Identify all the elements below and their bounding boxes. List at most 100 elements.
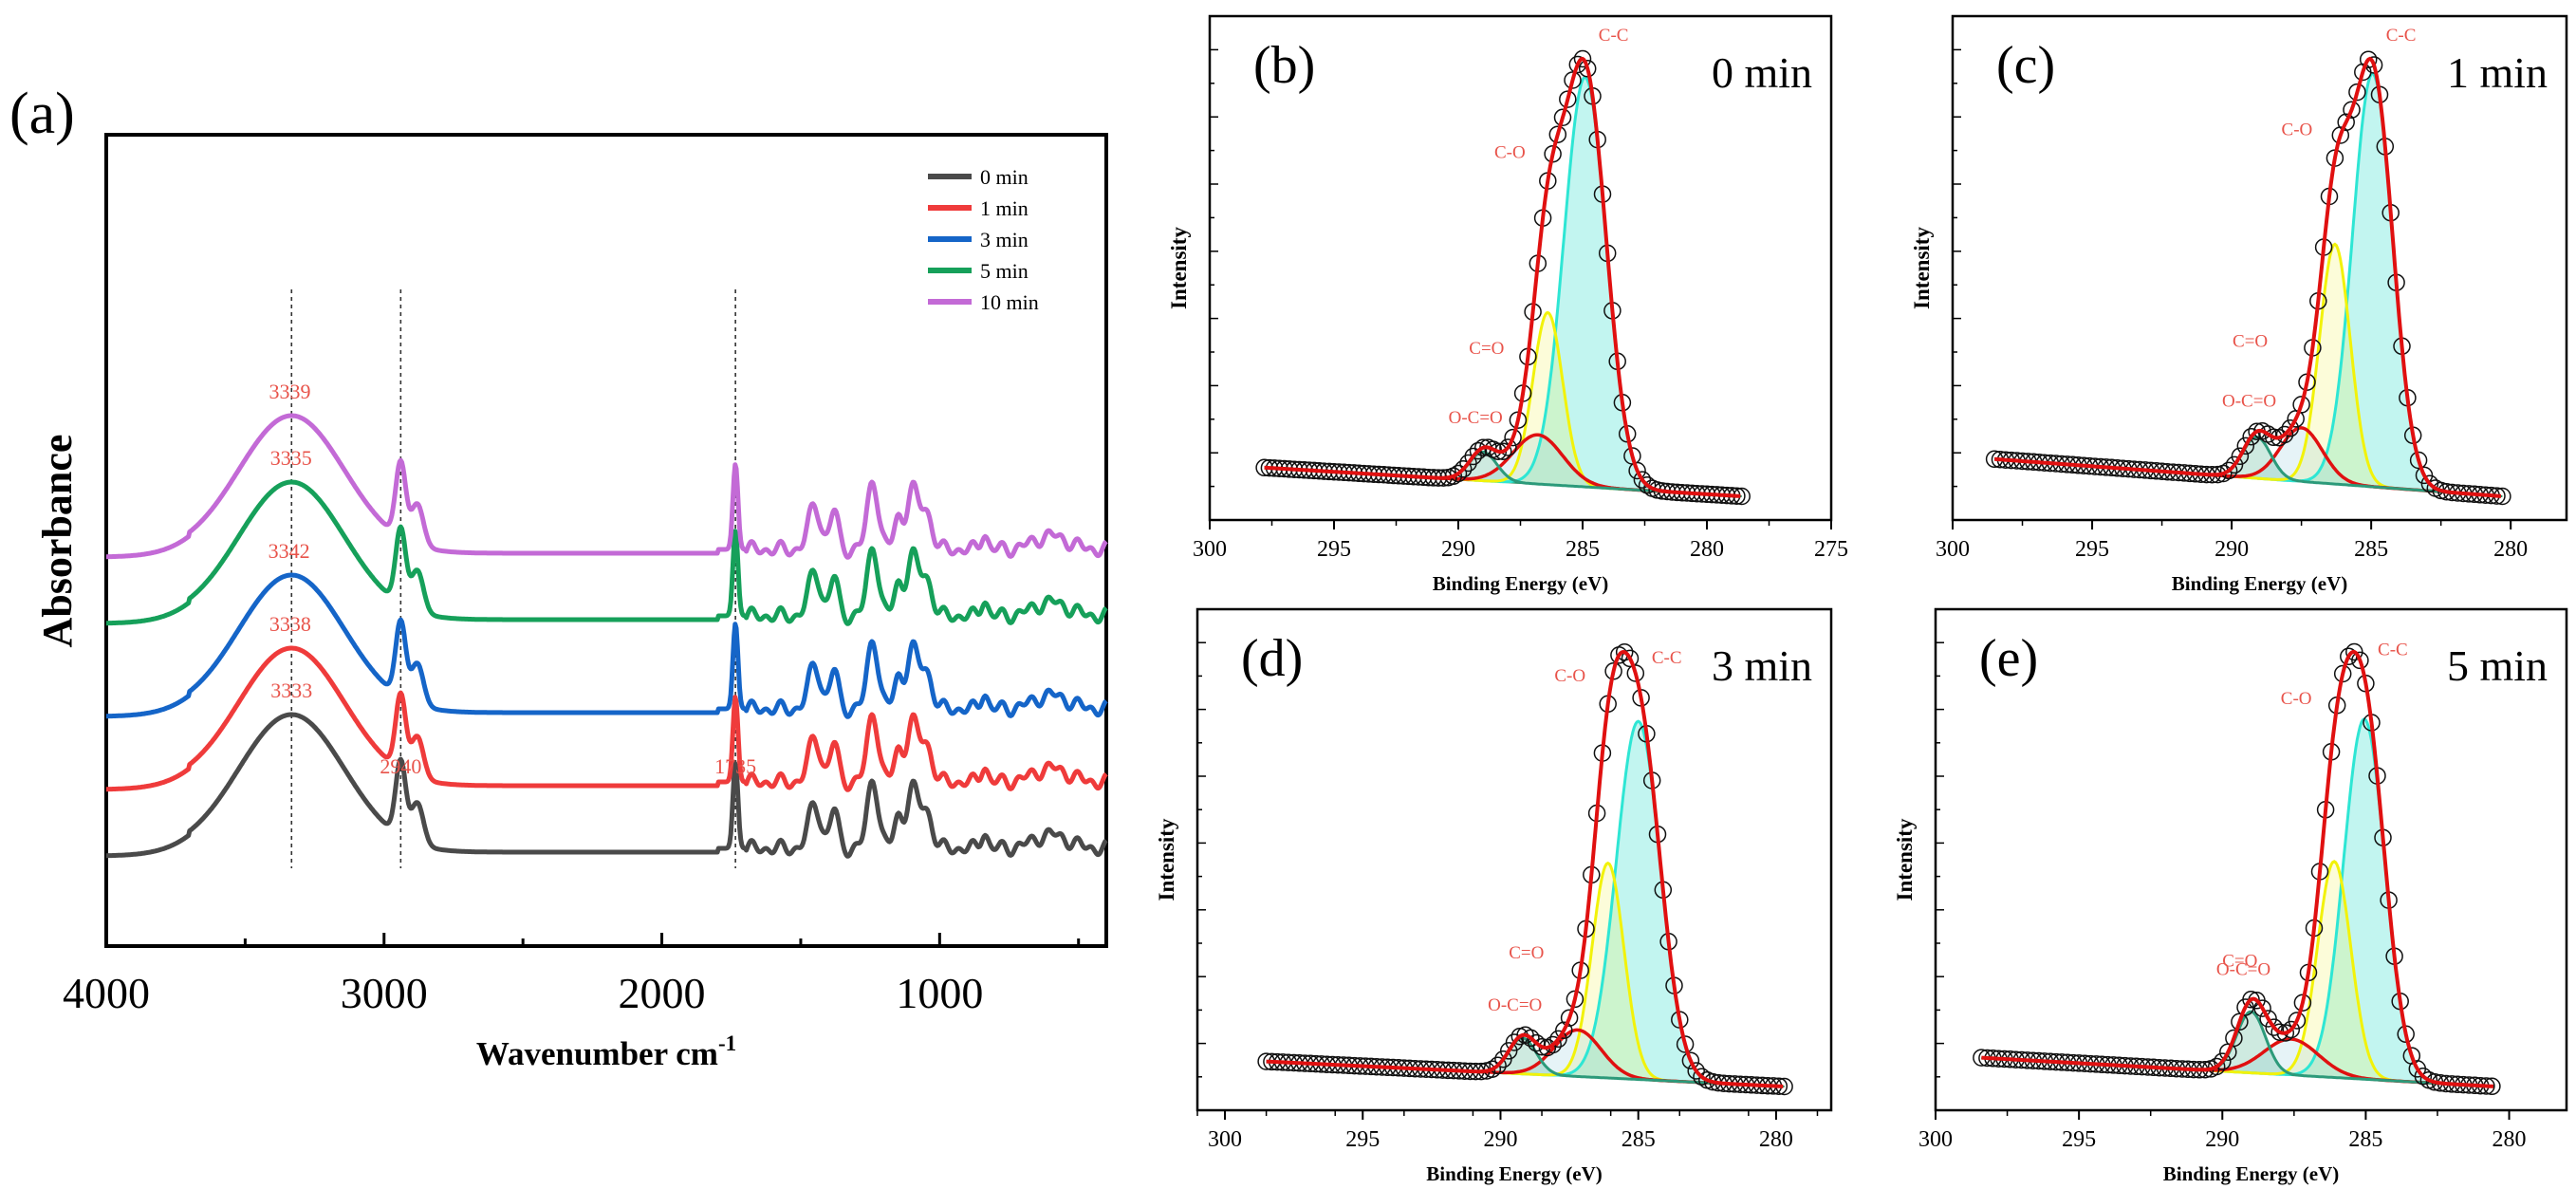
data-point [1560,1009,1579,1027]
data-point [1638,476,1657,494]
plot-frame [1951,14,2568,522]
peak-label: 3335 [270,446,312,470]
ftir-legend: 0 min 1 min 3 min 5 min 10 min [928,165,1039,314]
ftir-series-line [104,479,1108,626]
data-point [1459,454,1477,473]
data-point [2282,1020,2301,1039]
time-label: 5 min [2447,641,2548,690]
x-tick-label: 300 [1208,1127,1242,1152]
ftir-series-line [104,645,1108,792]
data-point [1548,125,1567,143]
x-tick-label: 275 [1814,537,1848,562]
data-point [1504,428,1522,447]
x-axis-title: Wavenumber cm-1 [476,1031,736,1072]
component-fill [1994,437,2501,496]
time-label: 1 min [2447,48,2548,97]
component-fill [1264,452,1741,496]
component-label: C=O [1509,943,1544,963]
component-fill [1981,1012,2493,1087]
peak-label: 2940 [380,754,421,778]
ftir-plot-frame [104,133,1108,948]
x-tick-label: 4000 [63,969,150,1017]
panel-label-c: (c) [1996,36,2055,95]
x-tick-label: 290 [2205,1127,2239,1152]
component-label: O-C=O [2222,392,2276,412]
component-label: C-O [2282,121,2313,140]
xps-chart-b: C-C C-O C=O O-C=O 300 295 290 285 280 275 Binding … [1167,14,1848,595]
plot-frame [1934,607,2568,1112]
legend-entry: 5 min [980,259,1029,283]
plot-frame [1195,607,1833,1112]
fit-envelope-line [1264,56,1741,498]
component-label: O-C=O [1449,408,1503,428]
component-label: C-C [1652,648,1682,668]
y-axis-title: Intensity [1910,227,1934,309]
component-label: C-C [2378,641,2408,660]
x-axis-title: Binding Energy (eV) [1426,1162,1603,1185]
component-fill [1264,77,1741,496]
peak-label: 3339 [269,380,311,403]
fit-envelope-line [1266,649,1784,1088]
time-label: 3 min [1712,641,1812,690]
component-label: C-O [1554,666,1585,686]
component-label: O-C=O [2216,959,2270,979]
data-point [2351,651,2369,670]
component-label: O-C=O [1488,995,1542,1015]
component-label: C=O [2222,952,2257,972]
data-point [2348,83,2366,102]
component-label: C-C [2386,26,2417,46]
data-point [1564,71,1582,89]
y-axis-title: Intensity [1155,818,1178,901]
data-point [2242,991,2260,1009]
data-point [2242,427,2260,446]
xps-chart-e: C-C C-O C=OO-C=O 300 295 290 285 280 Binding Ene… [1893,607,2568,1185]
component-fill [1266,721,1784,1087]
data-point [2288,1012,2307,1030]
data-point [1573,49,1592,68]
x-tick-label: 2000 [619,969,706,1017]
x-tick-label: 285 [1622,1127,1656,1152]
data-point [1553,108,1572,127]
x-tick-label: 1000 [896,969,983,1017]
x-tick-label: 280 [2493,537,2528,562]
xps-chart-d: C-C C-O C=O O-C=O 300 295 290 285 280 Binding Ene… [1155,607,1833,1185]
x-tick-label: 285 [1566,537,1600,562]
x-tick-label: 280 [2493,1127,2527,1152]
x-axis-title: Binding Energy (eV) [1433,572,1609,595]
xps-chart-c: C-C C-O C=O O-C=O 300 295 290 285 280 Binding Ene… [1910,14,2568,595]
data-point [1489,1056,1507,1075]
y-axis-title: Intensity [1893,818,1917,901]
component-label: C-O [2281,689,2312,709]
data-point [2343,101,2361,119]
ftir-series-line [104,413,1108,560]
x-axis-title-main: Wavenumber cm [476,1035,718,1072]
data-point [2214,1052,2232,1070]
x-tick-label: 290 [1483,1127,1517,1152]
data-point [2337,113,2355,132]
data-point [2236,437,2255,455]
data-point [2415,466,2434,485]
data-point [2292,396,2310,414]
data-point [1681,1051,1700,1069]
panel-label-d: (d) [1241,629,1303,688]
legend-entry: 10 min [980,290,1039,314]
x-tick-label: 285 [2348,1127,2382,1152]
x-tick-label: 300 [1193,537,1227,562]
legend-entry: 3 min [980,228,1029,251]
data-point [1454,460,1473,478]
component-line [1264,75,1741,498]
x-tick-label: 280 [1690,537,1724,562]
data-point [1522,1029,1540,1048]
data-point [1483,1060,1502,1078]
component-label: C=O [2233,331,2268,351]
data-point [2275,425,2294,444]
peak-label: 1735 [714,754,756,778]
component-label: C=O [1469,339,1504,359]
data-point [2253,999,2271,1017]
data-point [2207,1057,2226,1076]
panel-label-b: (b) [1253,36,1315,95]
data-point [1676,1035,1695,1053]
data-point [1693,1068,1711,1086]
component-line [1994,71,2501,498]
